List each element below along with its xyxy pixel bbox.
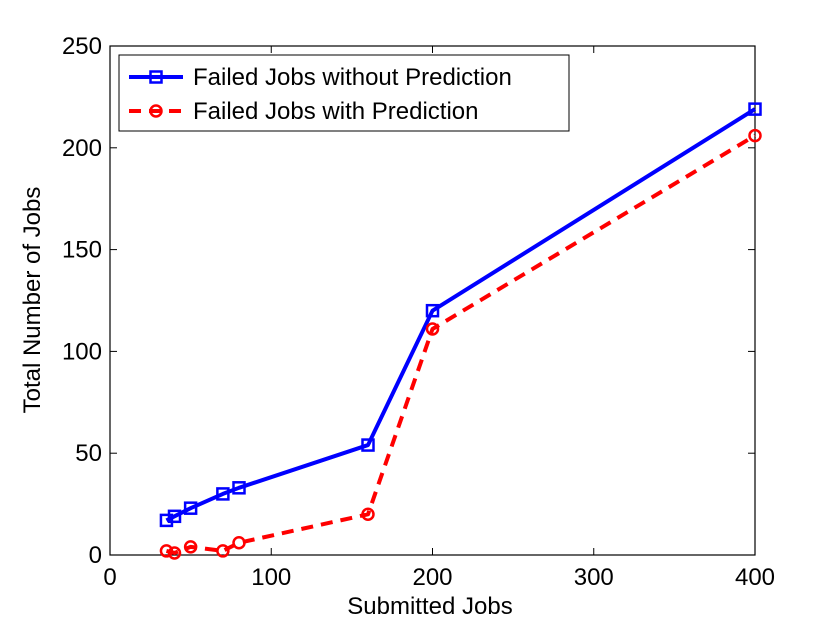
- x-tick-label: 300: [574, 564, 614, 591]
- y-axis-label: Total Number of Jobs: [19, 187, 46, 414]
- data-point-square: [425, 303, 440, 318]
- x-tick-label: 200: [412, 564, 452, 591]
- data-point-square: [167, 509, 182, 524]
- legend-label: Failed Jobs with Prediction: [193, 98, 478, 125]
- data-point-square: [216, 487, 230, 501]
- data-point-square: [361, 438, 375, 452]
- axes: 0 100 200 300 400 0 50 100 150 200 250: [62, 33, 775, 591]
- y-tick-label: 150: [62, 237, 102, 264]
- data-point-circle: [167, 546, 182, 560]
- y-tick-label: 0: [89, 542, 102, 569]
- legend-label: Failed Jobs without Prediction: [193, 64, 512, 91]
- y-tick-label: 50: [75, 440, 102, 467]
- series-line: [165, 133, 757, 555]
- legend-box: [118, 54, 570, 132]
- y-tick-label: 200: [62, 135, 102, 162]
- x-tick-label: 400: [735, 564, 775, 591]
- data-point-square: [232, 481, 246, 495]
- data-point-circle: [748, 128, 762, 143]
- data-point-square: [149, 70, 163, 84]
- data-point-circle: [425, 322, 440, 336]
- y-tick-label: 250: [62, 33, 102, 60]
- legend-entry: Failed Jobs with Prediction: [129, 98, 478, 125]
- series-line: [165, 107, 757, 523]
- data-point-circle: [183, 540, 198, 554]
- data-point-square: [748, 102, 762, 116]
- legend: Failed Jobs without Prediction Failed Job…: [118, 54, 570, 132]
- data-point-circle: [159, 544, 174, 558]
- data-point-circle: [232, 536, 246, 550]
- legend-entry: Failed Jobs without Prediction: [129, 64, 512, 91]
- data-point-circle: [149, 104, 163, 118]
- x-tick-label: 100: [251, 564, 291, 591]
- series-2: [159, 128, 762, 560]
- x-axis-label: Submitted Jobs: [347, 593, 512, 620]
- data-point-square: [183, 501, 198, 515]
- series-layer: [159, 102, 762, 560]
- series-1: [159, 102, 762, 528]
- data-point-square: [159, 513, 174, 528]
- data-point-circle: [216, 544, 230, 558]
- x-tick-label: 0: [103, 564, 116, 591]
- y-tick-label: 100: [62, 338, 102, 365]
- data-point-circle: [361, 507, 375, 522]
